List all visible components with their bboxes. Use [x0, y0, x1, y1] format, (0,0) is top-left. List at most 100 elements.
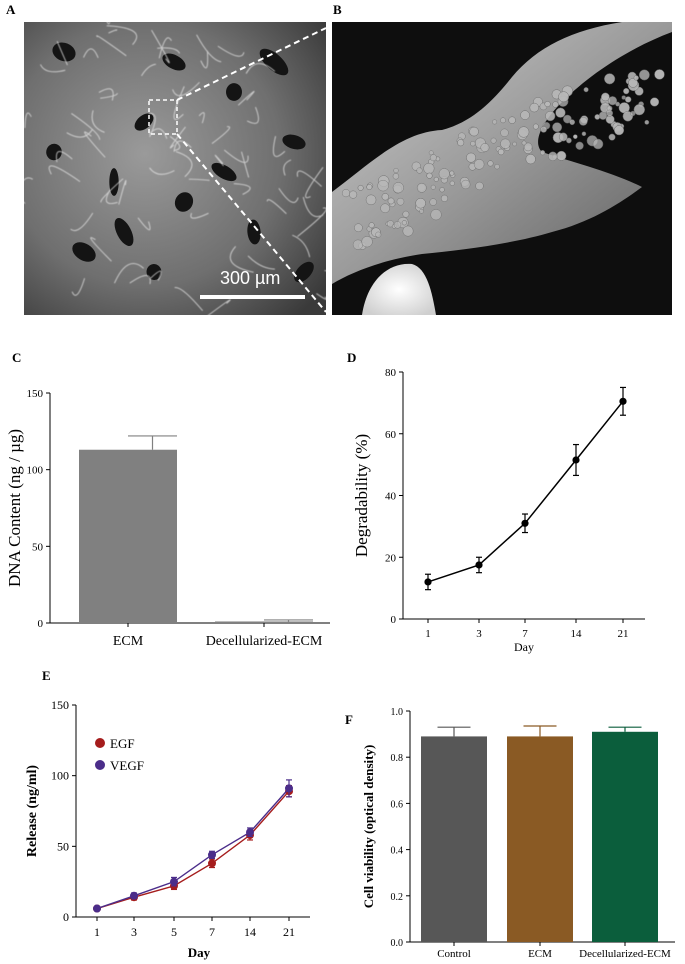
chart-f-y-tick-label-5: 1.0: [391, 707, 404, 718]
bead-28: [341, 189, 351, 198]
bead-111: [401, 220, 407, 226]
bead-89: [638, 69, 650, 81]
chart-e-x-tick-label-3: 7: [209, 925, 215, 939]
bead-139: [494, 163, 500, 170]
bead-155: [532, 123, 539, 130]
bead-24: [644, 119, 650, 125]
bead-143: [521, 140, 527, 146]
bead-140: [387, 197, 395, 205]
bead-37: [419, 208, 424, 214]
chart-e-y-tick-label-2: 100: [51, 769, 69, 783]
chart-c-y-tick-label-0: 0: [38, 618, 44, 630]
fiber-28: [278, 187, 299, 203]
bead-119: [480, 143, 490, 152]
fiber-1: [196, 34, 222, 63]
bead-103: [508, 116, 516, 124]
bead-137: [518, 126, 530, 138]
fiber-9: [151, 29, 170, 64]
chart-d-x-axis-title: Day: [514, 640, 534, 654]
fiber-41: [66, 129, 93, 138]
pore-12: [162, 53, 186, 71]
bead-0: [440, 194, 449, 202]
chart-e-s1-point-0: [93, 904, 101, 913]
chart-d-point-1: [475, 561, 483, 569]
fiber-64: [148, 128, 168, 139]
chart-f-y-tick-label-4: 0.8: [391, 753, 404, 764]
bead-20: [623, 87, 630, 95]
fiber-61: [173, 140, 192, 152]
chart-e-y-tick-label-1: 50: [57, 839, 69, 853]
chart-f-cell-viability: 0.0 0.2 0.4 0.6 0.8 1.0 Cell viability (optica…: [361, 707, 675, 960]
bead-126: [475, 181, 484, 191]
bead-102: [628, 78, 638, 88]
chart-f-x-tick-label-2: Decellularized-ECM: [579, 948, 671, 960]
fiber-46: [214, 154, 224, 167]
chart-d-y-axis-title: Degradability (%): [352, 434, 371, 557]
bead-16: [552, 101, 559, 108]
fiber-67: [98, 88, 114, 101]
chart-f-bar-2: [592, 731, 658, 942]
bead-44: [438, 168, 450, 180]
chart-c-y-tick-label-3: 150: [27, 388, 44, 400]
chart-f-y-tick-label-0: 0.0: [391, 938, 404, 949]
fiber-11: [245, 63, 276, 74]
chart-e-x-tick-label-0: 1: [94, 925, 100, 939]
chart-e-legend-marker-0: [95, 738, 105, 748]
bead-15: [545, 110, 556, 122]
bead-138: [430, 184, 436, 190]
bead-108: [368, 222, 375, 229]
fiber-10: [70, 212, 94, 232]
bead-121: [352, 239, 364, 250]
pore-14: [294, 261, 314, 283]
bead-94: [555, 107, 566, 118]
panel-letter-c: C: [12, 350, 22, 365]
fiber-69: [266, 199, 287, 215]
chart-e-s0-point-3: [208, 859, 216, 868]
pore-1: [226, 83, 242, 101]
fiber-36: [233, 183, 251, 195]
chart-c-x-tick-label-1: Decellularized-ECM: [206, 634, 323, 649]
fiber-57: [100, 178, 124, 203]
bead-154: [426, 172, 433, 179]
fiber-48: [207, 299, 231, 315]
bead-66: [433, 176, 439, 182]
pore-7: [247, 219, 261, 245]
fiber-29: [129, 274, 151, 285]
fiber-68: [114, 263, 145, 284]
bead-78: [621, 95, 626, 100]
panel-letter-b: B: [333, 2, 342, 17]
chart-f-bar-0: [421, 736, 487, 942]
scale-bar-label: 300 µm: [220, 268, 281, 288]
fiber-2: [137, 217, 151, 231]
bead-127: [548, 151, 558, 161]
bead-144: [525, 154, 536, 165]
bead-62: [461, 179, 471, 190]
fiber-20: [174, 287, 204, 312]
bead-45: [601, 92, 610, 102]
bead-151: [654, 69, 665, 80]
chart-e-x-tick-label-5: 21: [283, 925, 295, 939]
bead-99: [581, 131, 587, 137]
fiber-19: [296, 170, 322, 187]
bead-145: [377, 179, 389, 192]
bead-156: [578, 117, 588, 126]
fiber-27: [141, 63, 156, 77]
fiber-31: [223, 149, 249, 163]
fiber-6: [24, 112, 32, 128]
chart-e-legend-marker-1: [95, 760, 105, 770]
bead-128: [566, 137, 572, 144]
bead-93: [540, 150, 546, 156]
chart-c-y-tick-label-1: 50: [32, 541, 44, 553]
pore-10: [211, 162, 237, 182]
fiber-65: [198, 112, 205, 124]
bead-59: [381, 193, 389, 201]
bead-132: [357, 184, 364, 191]
fiber-39: [118, 180, 127, 205]
bead-159: [572, 134, 578, 139]
bead-76: [575, 141, 584, 150]
bead-153: [607, 96, 618, 106]
chart-c-bar-0: [79, 449, 177, 623]
bead-5: [449, 180, 455, 186]
chart-d-x-tick-label-1: 3: [476, 628, 482, 640]
fiber-30: [71, 113, 101, 140]
